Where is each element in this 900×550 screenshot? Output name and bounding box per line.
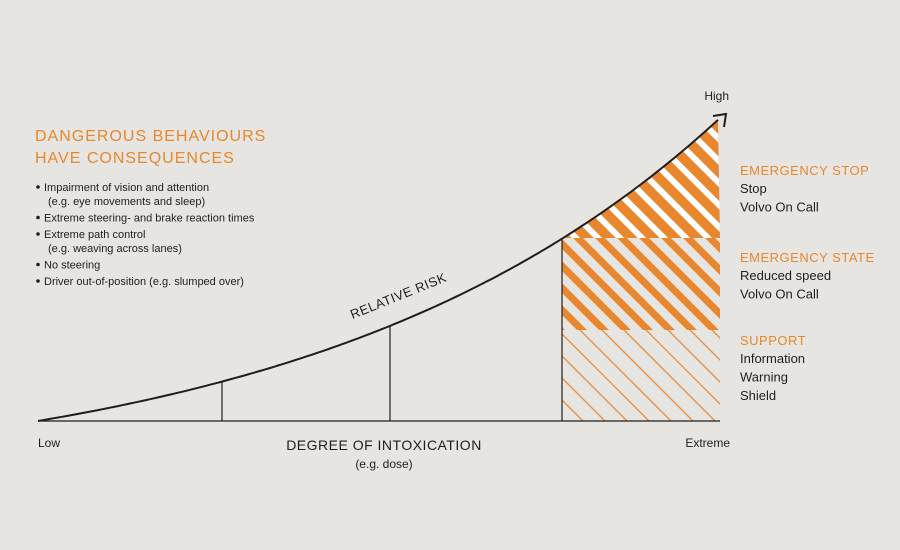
zone-title: EMERGENCY STATE — [740, 250, 875, 265]
zone-stripe — [562, 305, 587, 330]
zone-stripe — [579, 330, 672, 421]
bullet-text: Impairment of vision and attention — [44, 182, 209, 194]
bullet-dot — [36, 279, 40, 283]
zone-stripe — [595, 238, 697, 330]
risk-curve — [37, 119, 719, 422]
curve-arrowhead — [712, 112, 728, 128]
bullet-dot — [36, 185, 40, 189]
zone-stripe — [562, 377, 606, 421]
zone-stripe — [601, 330, 694, 421]
bullet-dot — [36, 215, 40, 220]
title-line: DANGEROUS BEHAVIOURS — [35, 128, 266, 145]
zone-item: Volvo On Call — [740, 287, 819, 302]
bullet-text: No steering — [44, 260, 100, 272]
x-axis-end-label: Extreme — [685, 436, 730, 450]
zone-stripe — [617, 238, 719, 330]
bullet-text: Extreme path control — [44, 229, 146, 241]
zone-stripe — [562, 283, 609, 330]
zone-support — [562, 330, 720, 421]
zone-stripe — [683, 238, 720, 275]
zone-item: Shield — [740, 388, 776, 403]
bullet-text: Extreme steering- and brake reaction tim… — [44, 213, 255, 225]
zone-item: Stop — [740, 181, 767, 196]
zone-stripe — [562, 399, 584, 421]
zone-item: Information — [740, 351, 805, 366]
zone-stripe — [562, 333, 650, 421]
zone-stripe — [623, 330, 716, 421]
zone-item: Volvo On Call — [740, 200, 819, 215]
title-line: HAVE CONSEQUENCES — [35, 150, 235, 167]
x-axis-subtitle: (e.g. dose) — [355, 457, 412, 471]
zone-stripe — [645, 330, 720, 405]
bullet-dot — [36, 232, 40, 236]
zone-item: Warning — [740, 370, 788, 385]
bullet-text: (e.g. weaving across lanes) — [48, 243, 182, 255]
zone-emergency-state — [562, 238, 720, 330]
zone-stripe — [689, 330, 720, 361]
y-axis-top-label: High — [704, 89, 729, 103]
x-axis-title: DEGREE OF INTOXICATION — [286, 437, 482, 453]
x-axis-start-label: Low — [38, 436, 60, 450]
bullet-dot — [36, 262, 40, 267]
bullet-text: Driver out-of-position (e.g. slumped ove… — [44, 276, 244, 288]
zone-stripe — [562, 239, 653, 330]
zone-stripe — [667, 330, 720, 383]
bullet-text: (e.g. eye movements and sleep) — [48, 196, 205, 208]
zone-stripe — [562, 355, 628, 421]
zone-title: SUPPORT — [740, 333, 806, 348]
zone-title: EMERGENCY STOP — [740, 163, 869, 178]
zone-stripe — [573, 238, 675, 330]
zone-stripe — [639, 238, 720, 319]
zone-stripe — [562, 261, 631, 330]
zone-item: Reduced speed — [740, 268, 831, 283]
zone-stripe — [661, 238, 720, 297]
